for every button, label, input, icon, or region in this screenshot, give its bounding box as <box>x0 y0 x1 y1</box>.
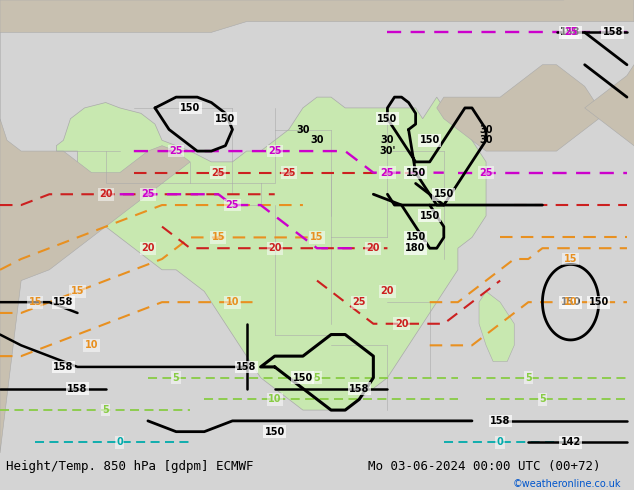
Text: 150: 150 <box>420 211 440 221</box>
Text: 150: 150 <box>434 189 454 199</box>
Text: 25: 25 <box>268 146 281 156</box>
Text: 15: 15 <box>71 286 84 296</box>
Text: 25: 25 <box>226 200 239 210</box>
Text: 25: 25 <box>212 168 225 178</box>
Text: 25: 25 <box>479 168 493 178</box>
Text: 20: 20 <box>268 243 281 253</box>
Text: 10: 10 <box>85 341 98 350</box>
Text: 20: 20 <box>141 243 155 253</box>
Text: 25: 25 <box>380 168 394 178</box>
Text: 30: 30 <box>380 135 394 146</box>
Text: 150: 150 <box>264 427 285 437</box>
Polygon shape <box>585 22 634 183</box>
Text: 5: 5 <box>525 373 532 383</box>
Text: 15: 15 <box>29 297 42 307</box>
Text: 20: 20 <box>395 319 408 329</box>
Text: 150: 150 <box>293 373 313 383</box>
Text: 25: 25 <box>169 146 183 156</box>
Text: 5: 5 <box>314 373 320 383</box>
Text: 0: 0 <box>497 438 503 447</box>
Polygon shape <box>0 11 190 453</box>
Text: 25: 25 <box>282 168 295 178</box>
Text: 30: 30 <box>479 124 493 134</box>
Text: 30: 30 <box>296 124 309 134</box>
Text: 25: 25 <box>353 297 366 307</box>
Text: 25: 25 <box>564 27 578 37</box>
Text: 30': 30' <box>379 146 396 156</box>
Text: 158: 158 <box>490 416 510 426</box>
Text: 15: 15 <box>310 232 324 243</box>
Text: Height/Temp. 850 hPa [gdpm] ECMWF: Height/Temp. 850 hPa [gdpm] ECMWF <box>6 460 254 473</box>
Text: 158: 158 <box>603 27 623 37</box>
Text: 15: 15 <box>212 232 225 243</box>
Text: 150: 150 <box>560 297 581 307</box>
Text: 20: 20 <box>366 243 380 253</box>
Text: 158: 158 <box>67 384 87 393</box>
Text: 180: 180 <box>405 243 426 253</box>
Text: 5: 5 <box>102 405 109 415</box>
Polygon shape <box>437 65 598 151</box>
Text: 15: 15 <box>564 254 578 264</box>
Text: 20: 20 <box>99 189 112 199</box>
Text: 10: 10 <box>268 394 281 404</box>
Text: ©weatheronline.co.uk: ©weatheronline.co.uk <box>513 480 621 490</box>
Text: 150: 150 <box>406 232 426 243</box>
Text: 158: 158 <box>560 27 581 37</box>
Text: 30: 30 <box>310 135 324 146</box>
Text: 150: 150 <box>420 135 440 146</box>
Text: 10: 10 <box>564 297 578 307</box>
Text: 5: 5 <box>172 373 179 383</box>
Text: 20: 20 <box>380 286 394 296</box>
Text: 142: 142 <box>560 438 581 447</box>
Text: 150: 150 <box>406 168 426 178</box>
Text: 5: 5 <box>539 394 546 404</box>
Text: 30: 30 <box>479 135 493 146</box>
Text: 25: 25 <box>141 189 155 199</box>
Text: 150: 150 <box>180 103 200 113</box>
Text: 150: 150 <box>377 114 398 123</box>
Text: 158: 158 <box>349 384 370 393</box>
Text: 0: 0 <box>117 438 123 447</box>
Polygon shape <box>479 292 514 362</box>
Text: 10: 10 <box>226 297 239 307</box>
Polygon shape <box>56 97 486 410</box>
Text: 158: 158 <box>53 297 74 307</box>
Text: 158: 158 <box>236 362 257 372</box>
Polygon shape <box>0 0 634 32</box>
Text: Mo 03-06-2024 00:00 UTC (00+72): Mo 03-06-2024 00:00 UTC (00+72) <box>368 460 600 473</box>
Text: 150: 150 <box>216 114 236 123</box>
Text: 150: 150 <box>588 297 609 307</box>
Text: 158: 158 <box>53 362 74 372</box>
